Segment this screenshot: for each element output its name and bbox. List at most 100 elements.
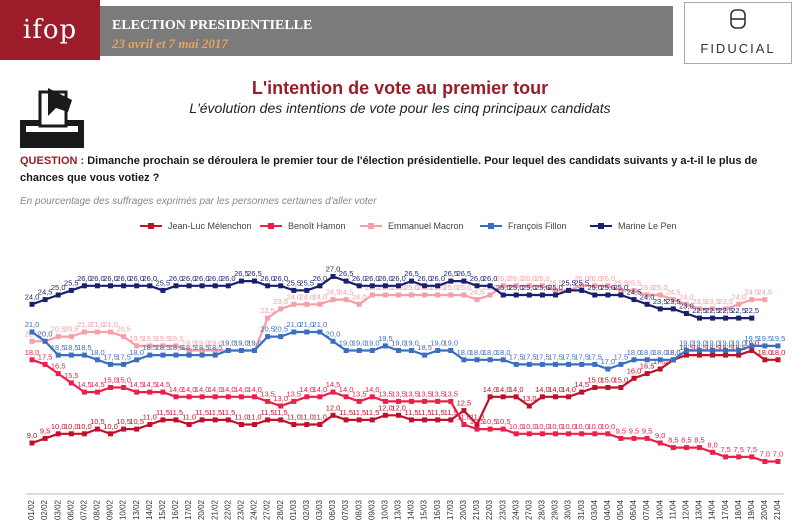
- data-label: 26,0: [182, 274, 197, 283]
- data-label: 22,5: [692, 306, 707, 315]
- x-tick-label: 03/02: [53, 499, 62, 520]
- data-point: [94, 283, 100, 289]
- data-point: [68, 334, 74, 340]
- data-point: [186, 348, 192, 353]
- data-point: [762, 459, 768, 464]
- data-label: 14,0: [548, 385, 563, 394]
- data-label: 25,0: [548, 283, 563, 292]
- data-point: [566, 394, 572, 400]
- data-label: 19,0: [208, 339, 223, 348]
- data-label: 26,0: [391, 274, 406, 283]
- data-label: 11,0: [247, 413, 261, 422]
- data-label: 21,0: [299, 320, 314, 329]
- x-tick-label: 18/04: [734, 499, 743, 520]
- data-label: 22,5: [705, 306, 720, 315]
- data-label: 19,0: [391, 339, 406, 348]
- data-label: 18,5: [142, 343, 157, 352]
- x-tick-label: 08/03: [354, 499, 363, 520]
- data-label: 11,5: [352, 408, 366, 417]
- data-label: 26,0: [208, 274, 223, 283]
- data-point: [579, 287, 585, 293]
- data-label: 9,5: [642, 426, 652, 435]
- data-label: 26,0: [574, 274, 589, 283]
- data-label: 26,0: [535, 274, 550, 283]
- data-label: 10,0: [51, 422, 66, 431]
- data-label: 24,0: [731, 292, 746, 301]
- data-point: [448, 348, 454, 353]
- data-point: [121, 283, 127, 289]
- data-point: [238, 422, 244, 427]
- data-label: 19,0: [404, 339, 419, 348]
- x-tick-label: 29/03: [551, 499, 560, 520]
- data-point: [396, 283, 401, 289]
- data-label: 26,5: [457, 269, 472, 278]
- data-label: 26,0: [313, 274, 328, 283]
- data-label: 13,5: [260, 389, 275, 398]
- data-point: [762, 297, 768, 303]
- data-label: 11,0: [234, 413, 248, 422]
- data-point: [278, 403, 284, 409]
- data-point: [579, 389, 585, 395]
- data-label: 20,0: [38, 329, 53, 338]
- x-tick-label: 19/04: [747, 499, 756, 520]
- data-point: [710, 306, 716, 312]
- data-label: 14,5: [326, 380, 341, 389]
- data-label: 18,5: [156, 343, 171, 352]
- data-label: 25,0: [457, 283, 472, 292]
- data-point: [68, 431, 74, 437]
- data-point: [369, 417, 375, 423]
- data-label: 8,5: [681, 436, 691, 445]
- fiducial-mark-icon: [730, 9, 746, 29]
- data-point: [212, 417, 218, 423]
- data-point: [147, 283, 153, 289]
- legend-label: Benoît Hamon: [288, 221, 346, 231]
- data-label: 18,0: [129, 348, 144, 357]
- data-label: 21,0: [77, 320, 92, 329]
- data-label: 11,5: [261, 408, 275, 417]
- data-point: [500, 394, 506, 400]
- data-point: [513, 361, 519, 367]
- data-point: [330, 297, 336, 303]
- data-label: 19,5: [771, 334, 786, 343]
- data-label: 22,5: [718, 306, 733, 315]
- x-tick-label: 06/04: [629, 499, 638, 520]
- ballot-box-icon: [20, 88, 84, 148]
- data-point: [422, 417, 428, 423]
- data-point: [461, 357, 467, 363]
- data-label: 15,0: [103, 376, 118, 385]
- data-label: 13,5: [378, 389, 393, 398]
- x-tick-label: 20/02: [197, 499, 206, 520]
- data-label: 13,5: [391, 389, 406, 398]
- data-point: [670, 357, 676, 363]
- data-point: [225, 283, 231, 289]
- data-label: 19,0: [234, 339, 249, 348]
- data-point: [291, 422, 297, 427]
- data-point: [435, 292, 441, 298]
- data-label: 14,0: [496, 385, 511, 394]
- data-label: 18,0: [457, 348, 472, 357]
- data-point: [526, 431, 532, 437]
- x-tick-label: 14/03: [407, 499, 416, 520]
- data-point: [317, 422, 323, 427]
- data-point: [343, 297, 349, 303]
- data-label: 12,0: [391, 403, 406, 412]
- data-label: 26,0: [509, 274, 524, 283]
- data-label: 26,0: [522, 274, 537, 283]
- data-point: [631, 287, 637, 293]
- data-point: [605, 292, 611, 298]
- data-point: [238, 278, 244, 284]
- data-point: [252, 348, 257, 353]
- data-label: 25,0: [51, 283, 66, 292]
- data-label: 11,5: [221, 408, 235, 417]
- data-point: [513, 394, 519, 400]
- data-point: [474, 422, 480, 427]
- data-point: [291, 398, 297, 404]
- data-label: 19,0: [679, 339, 694, 348]
- data-point: [160, 343, 166, 349]
- x-tick-label: 21/03: [472, 499, 481, 520]
- data-label: 21,0: [103, 320, 118, 329]
- data-label: 15,0: [601, 376, 616, 385]
- data-label: 10,0: [64, 422, 79, 431]
- data-label: 11,5: [339, 408, 353, 417]
- data-label: 11,0: [470, 413, 484, 422]
